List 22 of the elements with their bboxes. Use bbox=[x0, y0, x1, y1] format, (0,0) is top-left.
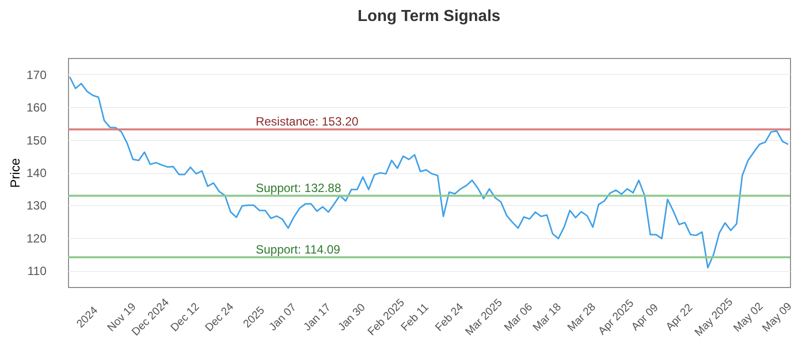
line-series bbox=[68, 76, 790, 268]
x-tick-label: Jan 30 bbox=[336, 302, 368, 334]
x-tick-label: Jan 07 bbox=[266, 302, 299, 334]
y-tick-label: 170 bbox=[26, 68, 47, 82]
x-tick-label: Mar 28 bbox=[565, 301, 598, 334]
chart-title: Long Term Signals bbox=[358, 8, 501, 25]
ref-line-label: Support: 132.88 bbox=[256, 180, 342, 195]
y-axis-title: Price bbox=[7, 158, 22, 188]
y-tick-label: 150 bbox=[26, 133, 47, 148]
x-tick-label: Apr 22 bbox=[664, 302, 696, 334]
x-tick-label: Dec 12 bbox=[168, 300, 202, 334]
x-tick-label: Mar 18 bbox=[530, 301, 564, 334]
x-tick-label: Feb 24 bbox=[433, 301, 466, 334]
x-tick-label: Jan 17 bbox=[301, 302, 334, 334]
y-tick-label: 140 bbox=[26, 166, 47, 180]
y-tick-label: 130 bbox=[26, 198, 47, 213]
y-tick-label: 120 bbox=[26, 231, 47, 246]
y-tick-label: 160 bbox=[26, 100, 47, 115]
y-tick-label: 110 bbox=[27, 264, 47, 278]
ref-line-label: Support: 114.09 bbox=[256, 242, 341, 256]
x-tick-label: Dec 24 bbox=[203, 300, 236, 334]
ref-line-label: Resistance: 153.20 bbox=[256, 114, 359, 128]
